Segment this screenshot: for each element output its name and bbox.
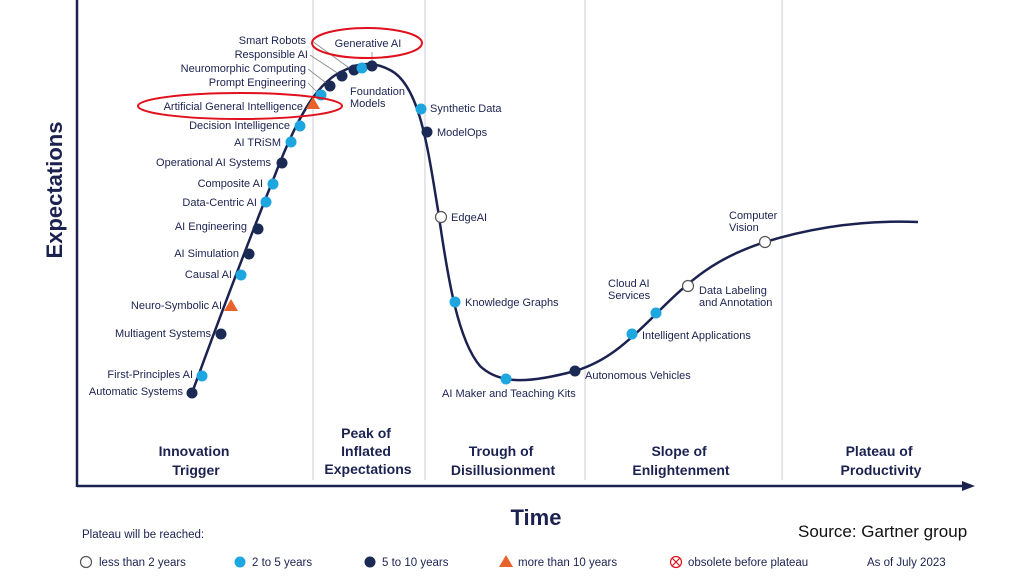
label-data-centric-ai: Data-Centric AI (182, 197, 257, 209)
label-synthetic-data: Synthetic Data (430, 103, 502, 115)
phase-plateau: Plateau of Productivity (841, 443, 922, 478)
computer-vision-hollow-circle-icon (758, 235, 772, 249)
phase-dividers (312, 0, 783, 480)
decision-intelligence-light-circle-icon (294, 120, 306, 132)
phase-peak: Peak of Inflated Expectations (324, 425, 411, 477)
ai-engineering-dark-circle-icon (252, 223, 264, 235)
label-foundation-models: Foundation Models (350, 86, 405, 110)
phase-innovation-trigger: Innovation Trigger (159, 443, 234, 478)
hype-curve (190, 62, 919, 394)
label-neuro-symbolic-ai: Neuro-Symbolic AI (131, 300, 222, 312)
legend-crossed-circle-icon (669, 555, 683, 569)
phase-slope: Slope of Enlightenment (632, 443, 730, 478)
legend-dark-circle-icon (364, 556, 376, 568)
label-intelligent-applications: Intelligent Applications (642, 330, 751, 342)
label-ai-maker-teaching-kits: AI Maker and Teaching Kits (442, 388, 576, 400)
neuromorphic-computing-dark-circle-icon (324, 80, 336, 92)
edgeai-hollow-circle-icon (434, 210, 448, 224)
multiagent-systems-dark-circle-icon (215, 328, 227, 340)
generative-ai-light-circle-icon (356, 62, 368, 74)
label-cloud-ai-services: Cloud AI Services (608, 278, 651, 302)
first-principles-ai-light-circle-icon (196, 370, 208, 382)
neuro-symbolic-ai-triangle-icon (224, 299, 238, 311)
label-modelops: ModelOps (437, 127, 488, 139)
label-knowledge-graphs: Knowledge Graphs (465, 297, 559, 309)
responsible-ai-dark-circle-icon (336, 70, 348, 82)
label-ai-simulation: AI Simulation (174, 248, 239, 260)
label-automatic-systems: Automatic Systems (89, 386, 184, 398)
technology-labels: Automatic Systems First-Principles AI Mult… (89, 35, 778, 400)
x-axis-arrow-icon (962, 481, 975, 491)
legend-triangle-icon (499, 555, 513, 567)
legend: Plateau will be reached: less than 2 yea… (79, 529, 946, 569)
synthetic-data-light-circle-icon (415, 103, 427, 115)
ai-maker-teaching-kits-light-circle-icon (500, 373, 512, 385)
label-causal-ai: Causal AI (185, 269, 232, 281)
artificial-general-intelligence-triangle-icon (306, 97, 320, 109)
x-axis-title: Time (511, 505, 562, 530)
phase-labels: Innovation Trigger Peak of Inflated Expe… (159, 425, 922, 478)
phase-trough: Trough of Disillusionment (451, 443, 556, 478)
label-ai-engineering: AI Engineering (175, 221, 247, 233)
source-credit: Source: Gartner group (798, 522, 967, 541)
automatic-systems-dark-circle-icon (186, 387, 198, 399)
legend-item-5-to-10: 5 to 10 years (382, 557, 449, 569)
foundation-models-dark-circle-icon (366, 60, 378, 72)
operational-ai-systems-dark-circle-icon (276, 157, 288, 169)
composite-ai-light-circle-icon (267, 178, 279, 190)
label-composite-ai: Composite AI (198, 178, 263, 190)
axes (75, 0, 975, 491)
ai-simulation-dark-circle-icon (243, 248, 255, 260)
label-artificial-general-intelligence: Artificial General Intelligence (164, 101, 303, 113)
label-responsible-ai: Responsible AI (235, 49, 308, 61)
label-operational-ai-systems: Operational AI Systems (156, 157, 271, 169)
label-autonomous-vehicles: Autonomous Vehicles (585, 370, 691, 382)
legend-item-more-than-10: more than 10 years (518, 557, 617, 569)
causal-ai-light-circle-icon (235, 269, 247, 281)
label-edgeai: EdgeAI (451, 212, 487, 224)
label-generative-ai: Generative AI (335, 38, 402, 50)
legend-item-less-than-2: less than 2 years (99, 557, 186, 569)
label-decision-intelligence: Decision Intelligence (189, 120, 290, 132)
as-of-date: As of July 2023 (867, 557, 946, 569)
modelops-dark-circle-icon (421, 126, 433, 138)
legend-title: Plateau will be reached: (82, 529, 204, 541)
legend-item-obsolete: obsolete before plateau (688, 557, 808, 569)
y-axis-title: Expectations (42, 122, 67, 259)
legend-item-2-to-5: 2 to 5 years (252, 557, 312, 569)
cloud-ai-services-light-circle-icon (650, 307, 662, 319)
autonomous-vehicles-dark-circle-icon (569, 365, 581, 377)
data-centric-ai-light-circle-icon (260, 196, 272, 208)
intelligent-applications-light-circle-icon (626, 328, 638, 340)
label-multiagent-systems: Multiagent Systems (115, 328, 211, 340)
label-ai-trism: AI TRiSM (234, 137, 281, 149)
label-first-principles-ai: First-Principles AI (107, 369, 193, 381)
technology-markers (186, 60, 772, 399)
label-data-labeling-annotation: Data Labeling and Annotation (699, 285, 772, 309)
knowledge-graphs-light-circle-icon (449, 296, 461, 308)
data-labeling-annotation-hollow-circle-icon (681, 279, 695, 293)
label-neuromorphic-computing: Neuromorphic Computing (181, 63, 306, 75)
label-smart-robots: Smart Robots (239, 35, 307, 47)
highlight-artificial-general-intelligence (137, 92, 343, 120)
label-computer-vision: Computer Vision (729, 210, 778, 234)
highlight-generative-ai (311, 27, 423, 59)
label-prompt-engineering: Prompt Engineering (209, 77, 306, 89)
legend-hollow-circle-icon (79, 555, 93, 569)
ai-trism-light-circle-icon (285, 136, 297, 148)
legend-light-circle-icon (234, 556, 246, 568)
